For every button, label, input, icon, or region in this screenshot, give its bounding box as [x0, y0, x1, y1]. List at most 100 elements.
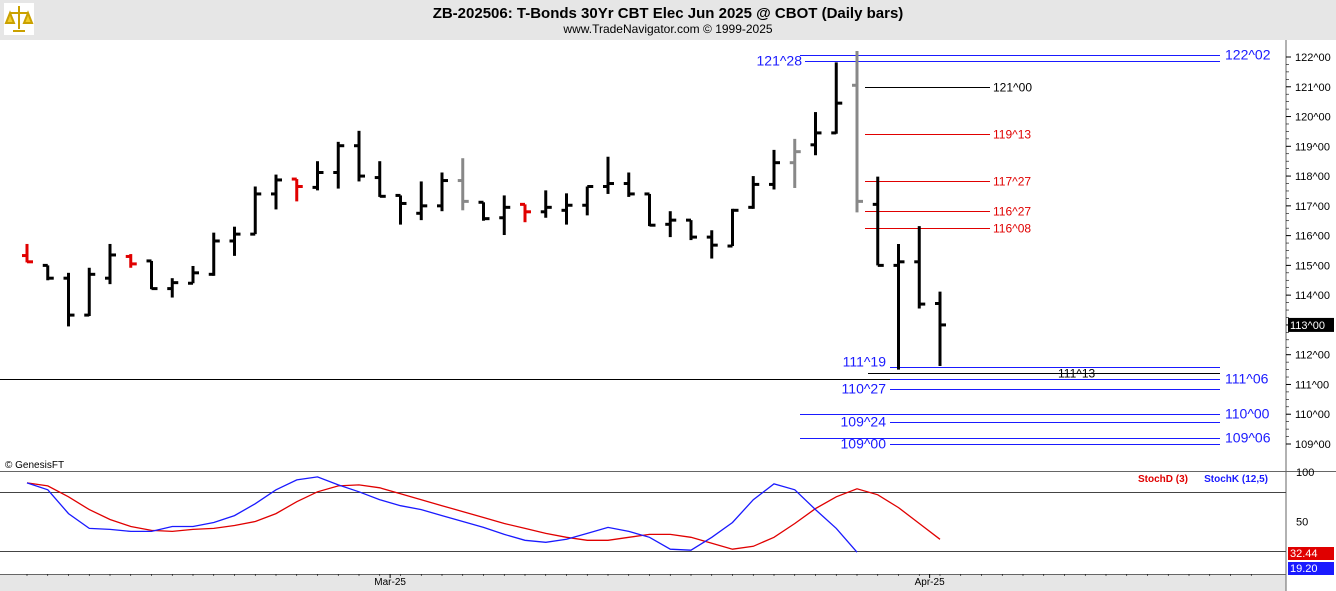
ohlc-bar [208, 232, 220, 276]
price-level-label: 116^08 [993, 222, 1031, 236]
price-tick-label: 120^00 [1295, 112, 1331, 124]
ohlc-bar [789, 138, 801, 188]
ohlc-bar [42, 263, 54, 281]
ohlc-bar [437, 172, 448, 212]
price-tick-label: 118^00 [1295, 171, 1330, 183]
price-tick-label: 111^00 [1295, 379, 1329, 391]
ohlc-bar [644, 192, 656, 227]
ohlc-bar [540, 190, 552, 218]
ohlc-bar [146, 259, 158, 291]
ohlc-bar [188, 265, 199, 285]
ohlc-bar [22, 243, 33, 264]
chart-title: ZB-202506: T-Bonds 30Yr CBT Elec Jun 202… [433, 5, 904, 22]
ohlc-bar [271, 174, 282, 210]
ohlc-bar [706, 230, 718, 259]
ohlc-bar [167, 278, 179, 298]
date-label: Mar-25 [374, 577, 406, 588]
price-tick-label: 114^00 [1295, 290, 1330, 302]
genesis-watermark: © GenesisFT [5, 460, 64, 471]
stoch-k-line [26, 476, 858, 553]
stoch-tick-label: 100 [1296, 467, 1314, 479]
ohlc-bar [105, 243, 116, 285]
trade-navigator-logo-icon [4, 3, 34, 35]
ohlc-bar [63, 272, 75, 327]
stoch-tick-label: 50 [1296, 517, 1308, 529]
ohlc-bar [229, 226, 241, 256]
ohlc-bar [416, 181, 428, 221]
price-axis: 122^00 121^00 120^00 119^00 118^00 117^00 116^… [1286, 52, 1334, 451]
ohlc-bar [395, 193, 407, 225]
price-level-label: 119^13 [993, 128, 1031, 142]
price-tick-label: 122^00 [1295, 52, 1331, 64]
ohlc-bar [810, 112, 822, 156]
ohlc-bar [333, 141, 345, 189]
date-axis-bg [0, 574, 1286, 591]
last-price-box [1288, 317, 1334, 332]
price-panel-bg [0, 40, 1286, 471]
price-levels: 121^28 122^02 121^00 119^13 117^27 116^27 116^… [0, 47, 1271, 452]
ohlc-bar [727, 208, 739, 248]
ohlc-bars [22, 51, 946, 370]
stoch-last-box [1288, 547, 1334, 560]
ohlc-bar [478, 200, 490, 221]
ohlc-bar [872, 176, 884, 267]
stoch-last-box [1288, 562, 1334, 575]
price-level-label: 110^00 [1225, 406, 1270, 422]
ohlc-bar [457, 158, 469, 211]
stoch-last-label: 19.20 [1290, 563, 1318, 575]
title-bar-bg [0, 0, 1336, 40]
ohlc-bar [623, 172, 635, 197]
stoch-d-line [26, 482, 941, 550]
date-label: Apr-25 [915, 577, 945, 588]
ohlc-bar [520, 202, 531, 223]
ohlc-bar [914, 226, 926, 309]
price-level-label: 117^27 [993, 175, 1031, 189]
ohlc-bar [831, 62, 843, 135]
ohlc-bar [893, 243, 905, 370]
ohlc-bar [84, 267, 96, 317]
ohlc-bar [852, 51, 863, 213]
price-level-label: 116^27 [993, 205, 1031, 219]
ohlc-bar [354, 130, 365, 182]
ohlc-bar [499, 195, 511, 236]
legend-stochk: StochK (12,5) [1204, 474, 1268, 485]
ohlc-bar [312, 161, 324, 191]
ohlc-bar [291, 177, 303, 202]
ohlc-bar [665, 211, 677, 238]
price-tick-label: 109^00 [1295, 439, 1331, 451]
price-level-label: 121^28 [757, 53, 803, 69]
price-level-label: 121^00 [993, 81, 1032, 95]
price-axis-bg [1286, 40, 1336, 591]
ohlc-bar [769, 149, 780, 190]
ohlc-bar [582, 184, 594, 216]
legend-stochd: StochD (3) [1138, 474, 1188, 485]
ohlc-bar [561, 193, 573, 225]
price-level-label: 110^27 [842, 381, 887, 397]
price-tick-label: 121^00 [1295, 82, 1331, 94]
price-level-label: 122^02 [1225, 47, 1271, 63]
price-level-label: 111^13 [1058, 367, 1096, 381]
price-tick-label: 115^00 [1295, 260, 1330, 272]
ohlc-bar [250, 186, 262, 236]
price-tick-label: 116^00 [1295, 231, 1330, 243]
price-level-label: 109^06 [1225, 430, 1271, 446]
stoch-last-label: 32.44 [1290, 548, 1318, 560]
price-tick-label: 112^00 [1295, 350, 1330, 362]
price-level-label: 111^19 [843, 354, 887, 370]
price-tick-label: 119^00 [1295, 141, 1330, 153]
ohlc-bar [603, 156, 614, 194]
ohlc-bar [935, 291, 946, 367]
ohlc-bar [686, 218, 697, 241]
ohlc-bar [748, 176, 760, 209]
ohlc-bar [125, 254, 137, 268]
stoch-panel-bg [0, 472, 1286, 574]
chart-subtitle: www.TradeNavigator.com © 1999-2025 [562, 22, 772, 36]
stochastic-panel: 100 50 StochD (3) StochK (12,5) 32.44 19.20 [0, 467, 1334, 575]
price-level-label: 111^06 [1225, 371, 1269, 387]
ohlc-bar [374, 161, 386, 198]
price-level-label: 109^00 [841, 436, 887, 452]
price-tick-label: 117^00 [1295, 201, 1330, 213]
